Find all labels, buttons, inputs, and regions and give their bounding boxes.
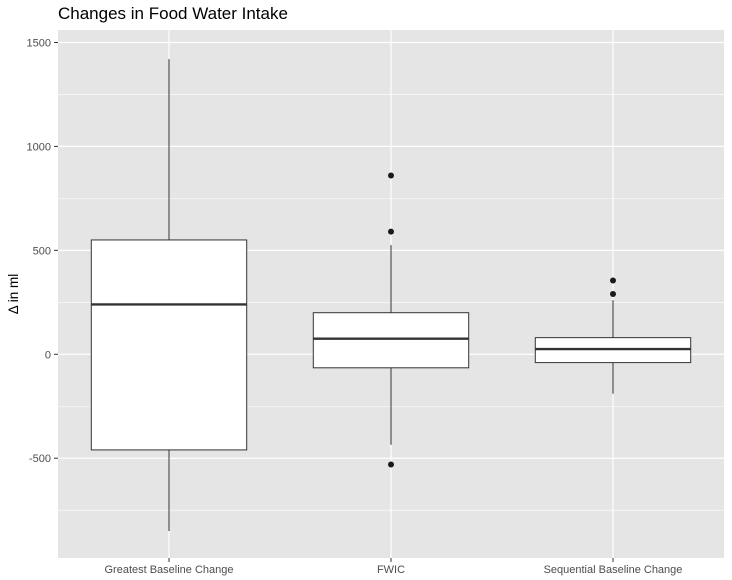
y-tick-label: -500 [29, 453, 51, 465]
y-tick-label: 0 [45, 349, 51, 361]
axis-layer: -500 0 500 1000 1500 Greatest Baseline Change… [27, 37, 683, 576]
outlier-point [388, 172, 394, 179]
outlier-point [610, 291, 616, 297]
box-group [534, 277, 692, 394]
box-iqr [312, 312, 470, 369]
x-tick-label: FWIC [377, 564, 405, 576]
x-tick-label: Sequential Baseline Change [544, 564, 683, 576]
box-layer [90, 59, 692, 531]
x-tick-label: Greatest Baseline Change [104, 564, 233, 576]
y-tick-label: 500 [33, 245, 51, 257]
y-tick-label: 1500 [27, 37, 51, 49]
box-group [312, 172, 470, 468]
outlier-point [610, 277, 616, 284]
outlier-point [388, 461, 394, 468]
box-group [90, 59, 248, 531]
outlier-point [388, 228, 394, 235]
y-axis-title: Δ in ml [6, 274, 21, 315]
box-iqr [90, 239, 248, 451]
y-tick-label: 1000 [27, 141, 51, 153]
chart-title: Changes in Food Water Intake [58, 4, 288, 23]
